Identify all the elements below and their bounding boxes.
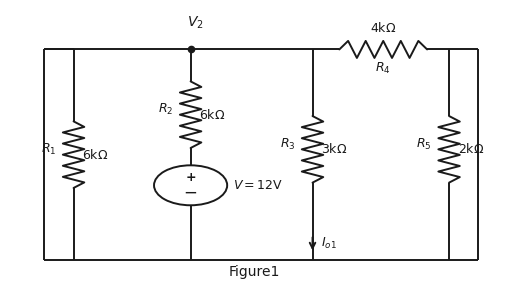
Text: $R_1$: $R_1$ — [41, 142, 56, 157]
Text: Figure1: Figure1 — [228, 265, 280, 279]
Text: $3\mathrm{k}\Omega$: $3\mathrm{k}\Omega$ — [321, 142, 347, 156]
Text: $6\mathrm{k}\Omega$: $6\mathrm{k}\Omega$ — [199, 108, 226, 122]
Text: $4\mathrm{k}\Omega$: $4\mathrm{k}\Omega$ — [370, 21, 396, 35]
Text: $R_5$: $R_5$ — [417, 136, 432, 152]
Text: $I_{o1}$: $I_{o1}$ — [321, 236, 337, 252]
Text: +: + — [185, 171, 196, 184]
Text: $V_2$: $V_2$ — [187, 15, 204, 31]
Text: $R_2$: $R_2$ — [158, 102, 174, 117]
Text: $2\mathrm{k}\Omega$: $2\mathrm{k}\Omega$ — [458, 142, 484, 156]
Text: $V = 12\mathrm{V}$: $V = 12\mathrm{V}$ — [233, 179, 283, 192]
Text: $R_3$: $R_3$ — [280, 136, 296, 152]
Text: $R_4$: $R_4$ — [375, 60, 391, 76]
Text: −: − — [184, 184, 198, 202]
Text: $6\mathrm{k}\Omega$: $6\mathrm{k}\Omega$ — [82, 148, 109, 162]
